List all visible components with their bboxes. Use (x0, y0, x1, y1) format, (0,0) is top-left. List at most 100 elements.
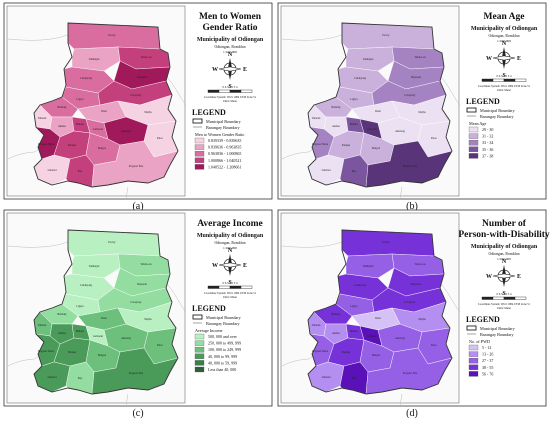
municipal-boundary (307, 22, 453, 188)
compass-e: E (517, 56, 521, 62)
barangay-label: Anahao (58, 125, 67, 128)
barangay-label: Patoo (431, 137, 438, 140)
panel-caption: (a) (132, 201, 143, 212)
municipality-label: Municipality of Odiongan (471, 244, 538, 250)
barangay-label: Poctoy (108, 241, 116, 244)
legend-swatch-municipal (192, 314, 203, 320)
map-area: Poctoy Tabobo-an Tumingad Dapawan Canduyong L… (281, 22, 461, 200)
barangay-label: Bangon (372, 147, 381, 150)
barangay-label: Panique (68, 144, 77, 147)
barangay-label: Batiano (76, 123, 85, 126)
barangay-label: Panique (342, 351, 351, 354)
legend-class-swatch (468, 126, 479, 133)
legend-barangay-boundary: Barangay Boundary (206, 125, 241, 130)
legend-class-label: 1.040522 - 1.208661 (208, 164, 241, 169)
coordinate-system-label: Coordinate System: WGS 1984 UTM Zone 51 (478, 85, 531, 88)
compass-n: N (502, 41, 507, 47)
barangay-label: Panique (68, 351, 77, 354)
scale-ratio: 1:100,000 (497, 257, 511, 262)
scale-bar-numbers: 0 0.5 1 2 3 4 (223, 281, 239, 285)
barangay-label: Budiong (58, 106, 68, 109)
barangay-label: Ligaya (350, 305, 358, 308)
barangay-label: Liwayway (131, 94, 143, 97)
barangay-label: Gabawan (367, 335, 377, 338)
barangay-label: Tumingad (89, 58, 100, 61)
barangay-label: Libertad (48, 169, 57, 172)
legend-municipal-boundary: Municipal Boundary (480, 108, 516, 113)
barangay-label: Tuburan (312, 324, 321, 327)
units-label: Units: Meter (497, 307, 511, 310)
barangay-label: Progreso Weste (312, 350, 329, 353)
barangay-label: Mayha (144, 318, 152, 321)
legend-class-label: 0.839636 - 0.963835 (208, 145, 241, 150)
barangay-label: Rizal (375, 317, 381, 320)
map-title: Person-with-Disability (458, 230, 550, 240)
legend-title: LEGEND (192, 108, 226, 117)
scale-bar-segment (492, 78, 505, 82)
legend-class-swatch (468, 344, 479, 351)
panel-caption: (c) (132, 408, 143, 419)
barangay-label: Tumingad (363, 58, 374, 61)
scale-bar-segment (240, 285, 253, 289)
map-panel-b: Poctoy Tabobo-an Tumingad Dapawan Canduyong L… (277, 2, 547, 212)
legend-class-label: 56 - 76 (482, 371, 493, 376)
compass-w: W (486, 274, 492, 280)
barangay-label: Amatong (395, 337, 405, 340)
barangay-label: Anahao (332, 332, 341, 335)
scale-bar-numbers: 0 0.5 1 2 3 4 (497, 292, 513, 296)
legend-class-label: 35 - 36 (482, 147, 493, 152)
barangay-label: Canduyong (354, 77, 367, 80)
background-lines (281, 235, 461, 407)
coordinate-system-label: Coordinate System: WGS 1984 UTM Zone 51 (204, 292, 257, 295)
scale-bar-segment (481, 78, 494, 82)
barangay-label: Tuburan (312, 117, 321, 120)
map-area: Poctoy Tabobo-an Tumingad Dapawan Canduyong L… (7, 229, 187, 407)
legend-class-label: 38 - 55 (482, 365, 493, 370)
units-label: Units: Meter (223, 296, 237, 299)
municipal-boundary (307, 229, 453, 395)
barangay-label: Libertad (48, 376, 57, 379)
legend-class-label: 500, 000 and over (208, 334, 238, 340)
barangay-label: Poctoy (382, 34, 390, 37)
legend-barangay-boundary: Barangay Boundary (206, 321, 241, 326)
scale-ratio: 1:100,000 (497, 39, 511, 44)
legend-class-label: 37 - 38 (482, 153, 493, 158)
barangay-label: Pajo (78, 170, 83, 173)
legend-title: LEGEND (192, 304, 226, 313)
legend-class-label: 29 - 30 (482, 127, 493, 132)
scale-bar-segment (240, 89, 253, 93)
barangay-label: Pajo (78, 377, 83, 380)
legend-municipal-boundary: Municipal Boundary (206, 315, 242, 320)
legend-title: LEGEND (466, 97, 500, 106)
legend-class-swatch (468, 133, 479, 139)
barangay-label: Libertad (322, 169, 331, 172)
legend-class-label: 13 - 26 (482, 352, 493, 357)
scale-bar-segment (218, 89, 231, 93)
barangay-label: Ligaya (76, 305, 84, 308)
scale-bar-segment (481, 296, 494, 300)
compass-needle-ew (492, 55, 516, 61)
barangay-label: Budiong (332, 313, 342, 316)
legend-barangay-boundary: Barangay Boundary (480, 332, 515, 337)
barangay-label: Budiong (332, 106, 342, 109)
barangay-label: Canduyong (354, 284, 367, 287)
barangay-label: Amatong (395, 130, 405, 133)
barangay-label: Canduyong (80, 284, 93, 287)
map-title: Average Income (197, 219, 263, 229)
map-panel-a: Poctoy Tabobo-an Tumingad Dapawan Canduyong L… (3, 2, 273, 212)
barangay-label: Dapawan (137, 76, 147, 79)
barangay-label: Progreso Weste (38, 143, 55, 146)
barangay-label: Rizal (101, 317, 107, 320)
legend-class-label: 100, 000 to 249, 999 (208, 347, 241, 353)
compass-s: S (228, 280, 232, 286)
barangay-label: Tabobo-an (414, 56, 426, 59)
barangay-label: Canduyong (80, 77, 93, 80)
province-label: Odiongan, Romblon (214, 45, 245, 50)
barangay-label: Libertad (322, 376, 331, 379)
background-lines (281, 28, 461, 200)
legend-class-title: Mean Age (469, 121, 486, 126)
province-label: Odiongan, Romblon (488, 252, 519, 257)
